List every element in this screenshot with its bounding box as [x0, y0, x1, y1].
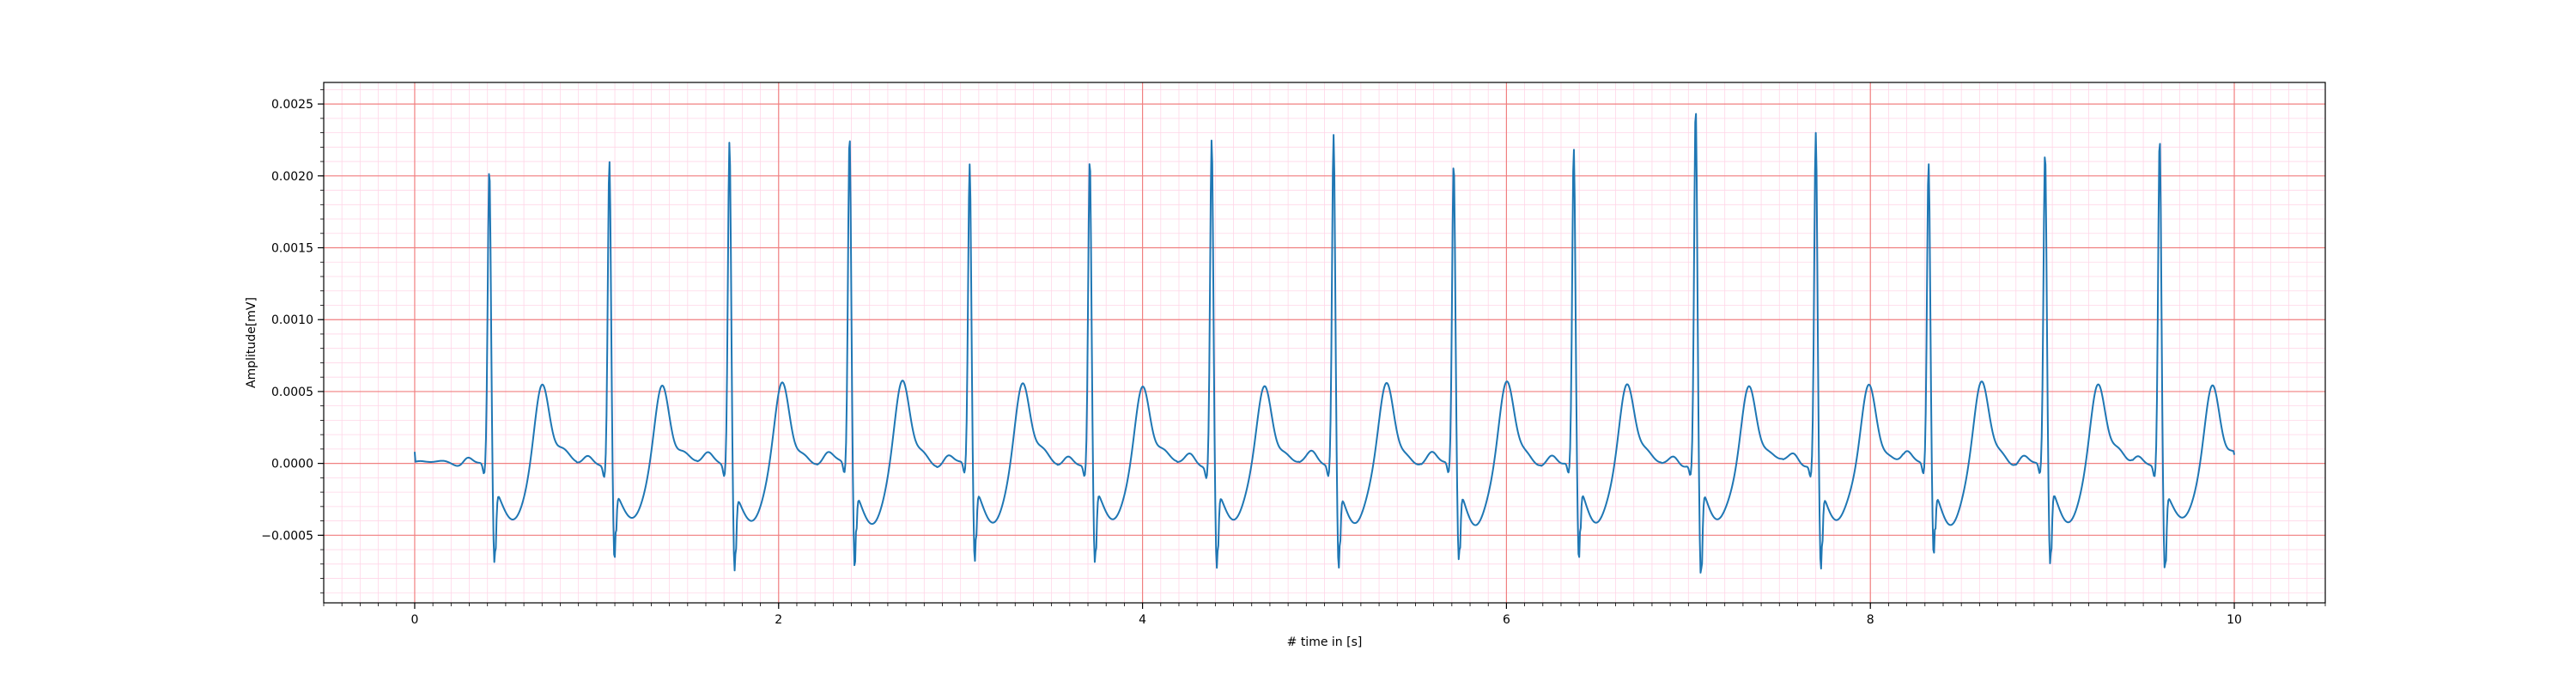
x-tick-label: 0	[410, 613, 418, 627]
series-layer	[413, 112, 2236, 574]
x-axis-label: # time in [s]	[1287, 635, 1363, 649]
y-tick-label: 0.0025	[271, 98, 313, 112]
x-tick-label: 2	[775, 613, 782, 627]
ecg-series-line	[413, 112, 2236, 574]
y-tick-label: 0.0020	[271, 170, 313, 184]
x-axis-ticks: 0 2 4 6 8 10	[323, 603, 2326, 627]
x-tick-label: 4	[1139, 613, 1146, 627]
x-tick-label: 10	[2227, 613, 2242, 627]
y-axis-label: Amplitude[mV]	[245, 297, 258, 388]
y-tick-label: −0.0005	[261, 529, 313, 543]
y-tick-label: 0.0010	[271, 313, 313, 327]
major-grid	[324, 82, 2325, 603]
x-tick-label: 8	[1867, 613, 1874, 627]
minor-grid	[323, 82, 2326, 603]
y-tick-label: 0.0015	[271, 242, 313, 256]
y-tick-label: 0.0005	[271, 386, 313, 399]
y-axis-ticks: −0.0005 0.0000 0.0005 0.0010 0.0015 0.0020 0.0…	[261, 88, 324, 593]
y-tick-label: 0.0000	[271, 458, 313, 471]
x-tick-label: 6	[1503, 613, 1510, 627]
